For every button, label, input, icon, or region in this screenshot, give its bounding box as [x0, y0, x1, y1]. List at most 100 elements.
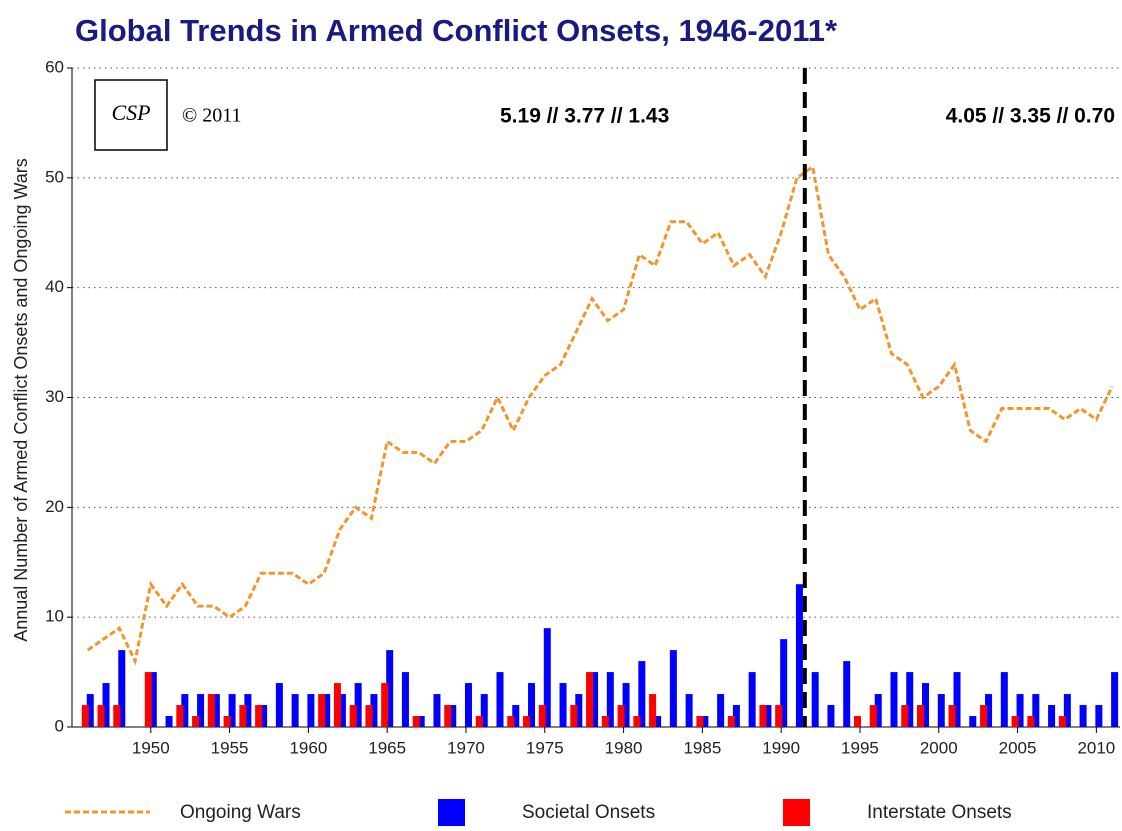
- bar: [1000, 672, 1008, 727]
- bar: [543, 628, 551, 727]
- bar: [338, 694, 346, 727]
- bar: [181, 694, 189, 727]
- logo: CSP: [111, 100, 150, 125]
- bar: [586, 672, 594, 727]
- bar: [433, 694, 441, 727]
- bar: [354, 683, 362, 727]
- bar: [669, 650, 677, 727]
- bar: [449, 705, 457, 727]
- bar: [1111, 672, 1119, 727]
- bar: [953, 672, 961, 727]
- bar: [638, 661, 646, 727]
- bar: [464, 683, 472, 727]
- bar: [732, 705, 740, 727]
- line: [86, 164, 1114, 666]
- bar: [318, 694, 326, 727]
- y-tick-label: 0: [55, 716, 64, 735]
- bar: [606, 672, 614, 727]
- bar: [165, 716, 173, 727]
- bar: [1011, 716, 1019, 727]
- y-tick-label: 30: [45, 387, 64, 406]
- bar: [1027, 716, 1035, 727]
- legend-label: Interstate Onsets: [867, 802, 1012, 823]
- bar: [370, 694, 378, 727]
- y-tick-label: 20: [45, 497, 64, 516]
- x-tick-label: 1965: [368, 738, 406, 757]
- x-tick-label: 1990: [762, 738, 800, 757]
- bar: [365, 705, 373, 727]
- bar: [570, 705, 578, 727]
- bar: [937, 694, 945, 727]
- bar: [86, 694, 94, 727]
- bar: [649, 694, 657, 727]
- bar: [1032, 694, 1040, 727]
- x-tick-label: 2010: [1077, 738, 1115, 757]
- bar: [1095, 705, 1103, 727]
- bar: [575, 694, 583, 727]
- bar: [922, 683, 930, 727]
- x-tick-label: 2000: [920, 738, 958, 757]
- bar: [901, 705, 909, 727]
- bar: [811, 672, 819, 727]
- bar: [601, 716, 609, 727]
- chart-title: Global Trends in Armed Conflict Onsets, …: [75, 13, 838, 48]
- y-tick-label: 40: [45, 277, 64, 296]
- bar: [701, 716, 709, 727]
- legend-label: Ongoing Wars: [180, 802, 301, 823]
- bar: [260, 705, 268, 727]
- bar: [759, 705, 767, 727]
- bar: [874, 694, 882, 727]
- bar: [727, 716, 735, 727]
- bar: [1048, 705, 1056, 727]
- x-tick-label: 1995: [841, 738, 879, 757]
- bar: [717, 694, 725, 727]
- bar: [102, 683, 110, 727]
- annotation: 4.05 // 3.35 // 0.70: [946, 105, 1115, 128]
- bar: [197, 694, 205, 727]
- bar: [795, 584, 803, 727]
- bar: [748, 672, 756, 727]
- bar: [685, 694, 693, 727]
- bar: [980, 705, 988, 727]
- x-tick-label: 1950: [132, 738, 170, 757]
- bar: [176, 705, 184, 727]
- x-tick-label: 1980: [605, 738, 643, 757]
- bar: [559, 683, 567, 727]
- y-tick-label: 50: [45, 167, 64, 186]
- bar: [622, 683, 630, 727]
- bar: [869, 705, 877, 727]
- bar: [118, 650, 126, 727]
- bar: [381, 683, 389, 727]
- bar: [538, 705, 546, 727]
- y-axis-label: Annual Number of Armed Conflict Onsets a…: [11, 158, 31, 642]
- bar: [417, 716, 425, 727]
- bar: [775, 705, 783, 727]
- bar: [144, 672, 152, 727]
- bar: [507, 716, 515, 727]
- bar: [780, 639, 788, 727]
- copyright: © 2011: [182, 105, 241, 127]
- x-tick-label: 1960: [289, 738, 327, 757]
- bar: [1016, 694, 1024, 727]
- bar: [633, 716, 641, 727]
- x-tick-label: 1955: [211, 738, 249, 757]
- bar: [1063, 694, 1071, 727]
- legend-swatch: [783, 799, 810, 826]
- bar: [1079, 705, 1087, 727]
- bar: [255, 705, 263, 727]
- bar: [412, 716, 420, 727]
- bar: [386, 650, 394, 727]
- bar: [401, 672, 409, 727]
- bar: [81, 705, 89, 727]
- bar: [275, 683, 283, 727]
- bar: [291, 694, 299, 727]
- bar: [948, 705, 956, 727]
- x-tick-label: 1975: [526, 738, 564, 757]
- bar: [223, 716, 231, 727]
- bar: [228, 694, 236, 727]
- bar: [617, 705, 625, 727]
- y-tick-label: 10: [45, 607, 64, 626]
- x-tick-label: 2005: [999, 738, 1037, 757]
- bar: [591, 672, 599, 727]
